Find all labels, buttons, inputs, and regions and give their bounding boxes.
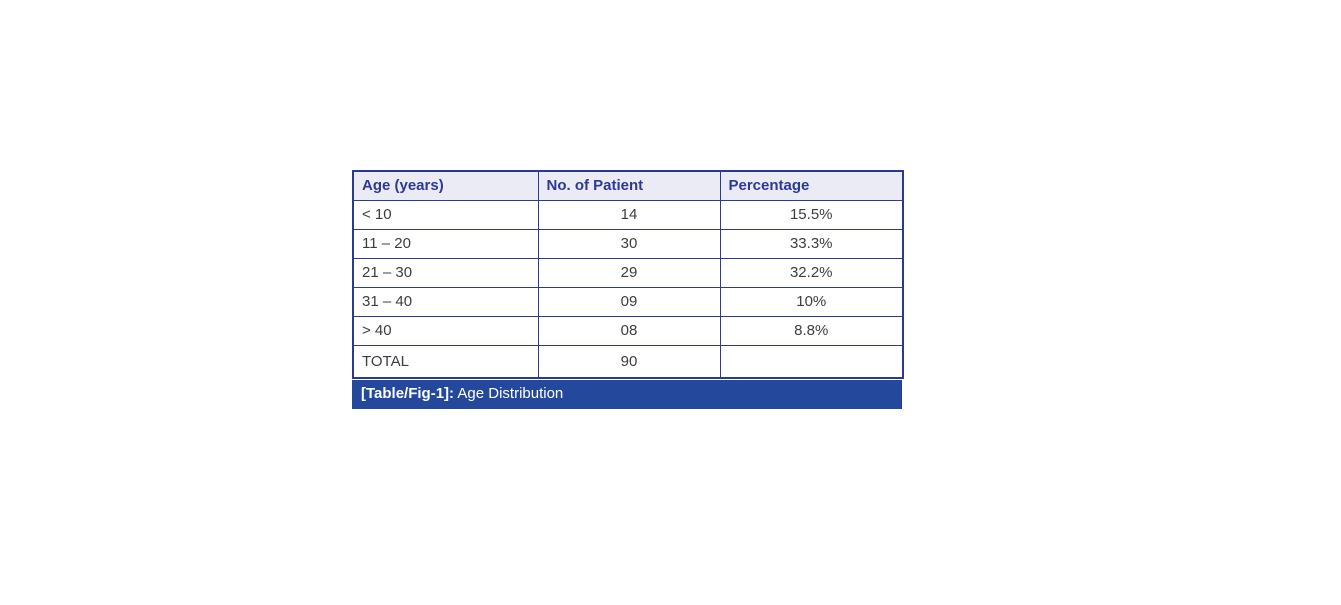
age-distribution-table: Age (years) No. of Patient Percentage < … [352, 170, 904, 379]
table-row: > 40 08 8.8% [352, 315, 904, 346]
column-header-age: Age (years) [352, 170, 539, 201]
table-row: 11 – 20 30 33.3% [352, 228, 904, 259]
table-cell-age: 11 – 20 [352, 228, 539, 259]
table-cell-percentage: 10% [719, 286, 904, 317]
table-cell-patients: 29 [537, 257, 721, 288]
table-cell-patients: 30 [537, 228, 721, 259]
table-cell-percentage: 32.2% [719, 257, 904, 288]
column-header-percentage: Percentage [719, 170, 904, 201]
table-row: 21 – 30 29 32.2% [352, 257, 904, 288]
table-cell-percentage: 15.5% [719, 199, 904, 230]
table-cell-patients: 14 [537, 199, 721, 230]
table-cell-total-percentage [719, 344, 904, 379]
table-row-total: TOTAL 90 [352, 344, 904, 379]
age-distribution-figure: Age (years) No. of Patient Percentage < … [352, 170, 904, 409]
table-header-row: Age (years) No. of Patient Percentage [352, 170, 904, 201]
table-row: 31 – 40 09 10% [352, 286, 904, 317]
table-caption-title: Age Distribution [454, 385, 564, 402]
table-cell-total-label: TOTAL [352, 344, 539, 379]
table-cell-age: 31 – 40 [352, 286, 539, 317]
table-cell-total-patients: 90 [537, 344, 721, 379]
table-caption: [Table/Fig-1]: Age Distribution [352, 380, 902, 409]
column-header-patients: No. of Patient [537, 170, 721, 201]
table-cell-patients: 08 [537, 315, 721, 346]
table-cell-percentage: 33.3% [719, 228, 904, 259]
table-row: < 10 14 15.5% [352, 199, 904, 230]
table-cell-age: < 10 [352, 199, 539, 230]
table-cell-age: 21 – 30 [352, 257, 539, 288]
table-caption-label: [Table/Fig-1]: [361, 385, 455, 402]
table-cell-percentage: 8.8% [719, 315, 904, 346]
table-cell-age: > 40 [352, 315, 539, 346]
table-cell-patients: 09 [537, 286, 721, 317]
